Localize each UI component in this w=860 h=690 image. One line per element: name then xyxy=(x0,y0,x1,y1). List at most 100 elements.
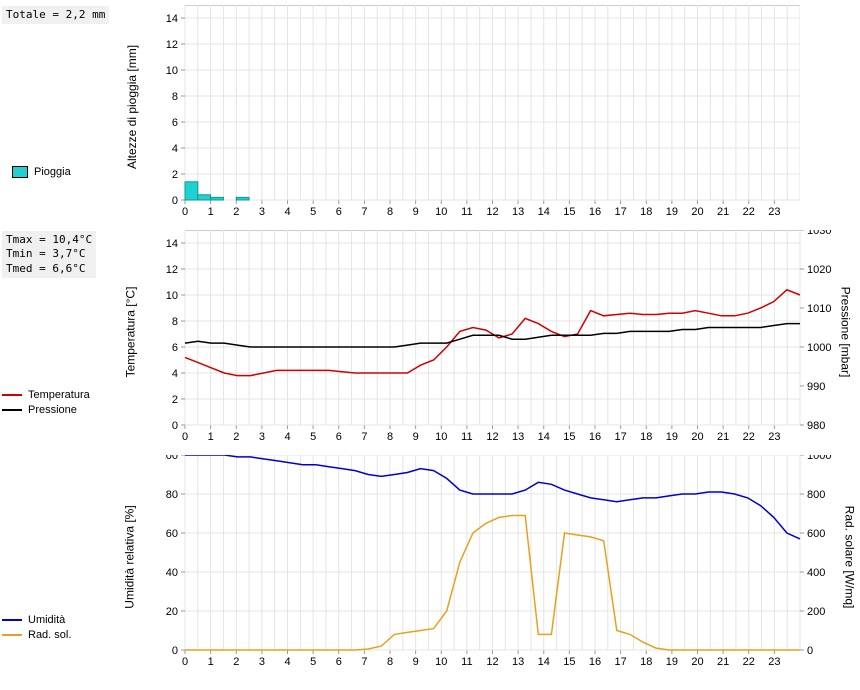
svg-text:0: 0 xyxy=(182,656,188,668)
svg-text:14: 14 xyxy=(538,206,550,218)
svg-text:1000: 1000 xyxy=(807,455,831,462)
svg-text:16: 16 xyxy=(589,206,601,218)
svg-text:980: 980 xyxy=(807,420,825,432)
svg-text:8: 8 xyxy=(387,656,393,668)
humidity-radiation-chart: 0123456789101112131415161718192021222302… xyxy=(165,455,845,670)
svg-text:100: 100 xyxy=(165,455,178,462)
svg-text:23: 23 xyxy=(768,206,780,218)
svg-text:17: 17 xyxy=(615,431,627,443)
svg-text:16: 16 xyxy=(589,431,601,443)
svg-text:12: 12 xyxy=(166,264,178,276)
svg-text:10: 10 xyxy=(435,431,447,443)
svg-text:4: 4 xyxy=(284,656,290,668)
temp-stats-box: Tmax = 10,4°C Tmin = 3,7°C Tmed = 6,6°C xyxy=(2,231,96,278)
svg-text:23: 23 xyxy=(768,656,780,668)
panel3-ylabel-left: Umidità relativa [%] xyxy=(123,505,137,608)
svg-text:17: 17 xyxy=(615,656,627,668)
svg-text:14: 14 xyxy=(538,431,550,443)
svg-text:9: 9 xyxy=(413,431,419,443)
svg-text:1: 1 xyxy=(208,656,214,668)
svg-text:0: 0 xyxy=(172,195,178,207)
svg-text:0: 0 xyxy=(807,645,813,657)
svg-text:15: 15 xyxy=(563,206,575,218)
svg-text:12: 12 xyxy=(166,39,178,51)
umidita-line-swatch xyxy=(2,619,22,621)
svg-text:800: 800 xyxy=(807,489,825,501)
svg-text:21: 21 xyxy=(717,656,729,668)
svg-text:2: 2 xyxy=(233,656,239,668)
svg-text:60: 60 xyxy=(166,528,178,540)
panel2-ylabel-left: Temperatura [°C] xyxy=(123,287,137,378)
svg-text:14: 14 xyxy=(166,13,178,25)
svg-text:16: 16 xyxy=(589,656,601,668)
svg-text:3: 3 xyxy=(259,206,265,218)
svg-text:3: 3 xyxy=(259,431,265,443)
svg-text:2: 2 xyxy=(172,394,178,406)
svg-text:7: 7 xyxy=(361,656,367,668)
svg-text:0: 0 xyxy=(182,431,188,443)
pressione-line-swatch xyxy=(2,409,22,411)
temperatura-line-swatch xyxy=(2,394,22,396)
svg-text:6: 6 xyxy=(336,206,342,218)
svg-text:15: 15 xyxy=(563,656,575,668)
svg-text:5: 5 xyxy=(310,206,316,218)
legend-temperatura: Temperatura xyxy=(2,389,90,401)
svg-text:8: 8 xyxy=(172,91,178,103)
svg-text:21: 21 xyxy=(717,206,729,218)
svg-text:19: 19 xyxy=(666,431,678,443)
svg-text:22: 22 xyxy=(743,431,755,443)
svg-text:4: 4 xyxy=(284,206,290,218)
svg-text:5: 5 xyxy=(310,431,316,443)
rainfall-chart: 0123456789101112131415161718192021222302… xyxy=(165,5,800,220)
svg-text:8: 8 xyxy=(387,206,393,218)
svg-text:22: 22 xyxy=(743,206,755,218)
tmed-text: Tmed = 6,6°C xyxy=(6,262,92,276)
svg-text:14: 14 xyxy=(166,238,178,250)
svg-text:3: 3 xyxy=(259,656,265,668)
legend-pressione: Pressione xyxy=(2,404,77,416)
svg-text:18: 18 xyxy=(640,206,652,218)
svg-text:80: 80 xyxy=(166,489,178,501)
svg-text:1010: 1010 xyxy=(807,303,831,315)
svg-text:2: 2 xyxy=(233,431,239,443)
temperatura-label: Temperatura xyxy=(28,389,90,401)
pressione-label: Pressione xyxy=(28,404,77,416)
svg-text:2: 2 xyxy=(233,206,239,218)
radsol-label: Rad. sol. xyxy=(28,629,71,641)
svg-text:14: 14 xyxy=(538,656,550,668)
svg-text:13: 13 xyxy=(512,206,524,218)
svg-text:40: 40 xyxy=(166,567,178,579)
svg-text:5: 5 xyxy=(310,656,316,668)
svg-text:10: 10 xyxy=(435,656,447,668)
svg-text:19: 19 xyxy=(666,656,678,668)
rainfall-total-box: Totale = 2,2 mm xyxy=(2,6,109,24)
svg-text:4: 4 xyxy=(284,431,290,443)
svg-text:1020: 1020 xyxy=(807,264,831,276)
umidita-label: Umidità xyxy=(28,614,65,626)
svg-text:15: 15 xyxy=(563,431,575,443)
pioggia-swatch xyxy=(12,166,28,178)
weather-charts-container: Totale = 2,2 mm Pioggia Altezze di piogg… xyxy=(0,0,860,690)
svg-text:22: 22 xyxy=(743,656,755,668)
svg-text:10: 10 xyxy=(166,290,178,302)
svg-text:2: 2 xyxy=(172,169,178,181)
svg-text:600: 600 xyxy=(807,528,825,540)
svg-text:1000: 1000 xyxy=(807,342,831,354)
svg-text:8: 8 xyxy=(172,316,178,328)
legend-radsol: Rad. sol. xyxy=(2,629,71,641)
tmax-text: Tmax = 10,4°C xyxy=(6,233,92,247)
svg-text:7: 7 xyxy=(361,431,367,443)
temp-pressure-chart: 0123456789101112131415161718192021222302… xyxy=(165,230,845,445)
svg-text:10: 10 xyxy=(166,65,178,77)
svg-text:18: 18 xyxy=(640,431,652,443)
svg-text:0: 0 xyxy=(182,206,188,218)
svg-text:9: 9 xyxy=(413,206,419,218)
pioggia-label: Pioggia xyxy=(34,166,71,178)
svg-text:21: 21 xyxy=(717,431,729,443)
panel1-ylabel: Altezze di pioggia [mm] xyxy=(125,45,139,169)
svg-text:4: 4 xyxy=(172,368,178,380)
svg-text:10: 10 xyxy=(435,206,447,218)
svg-text:20: 20 xyxy=(691,206,703,218)
svg-text:990: 990 xyxy=(807,381,825,393)
svg-text:7: 7 xyxy=(361,206,367,218)
